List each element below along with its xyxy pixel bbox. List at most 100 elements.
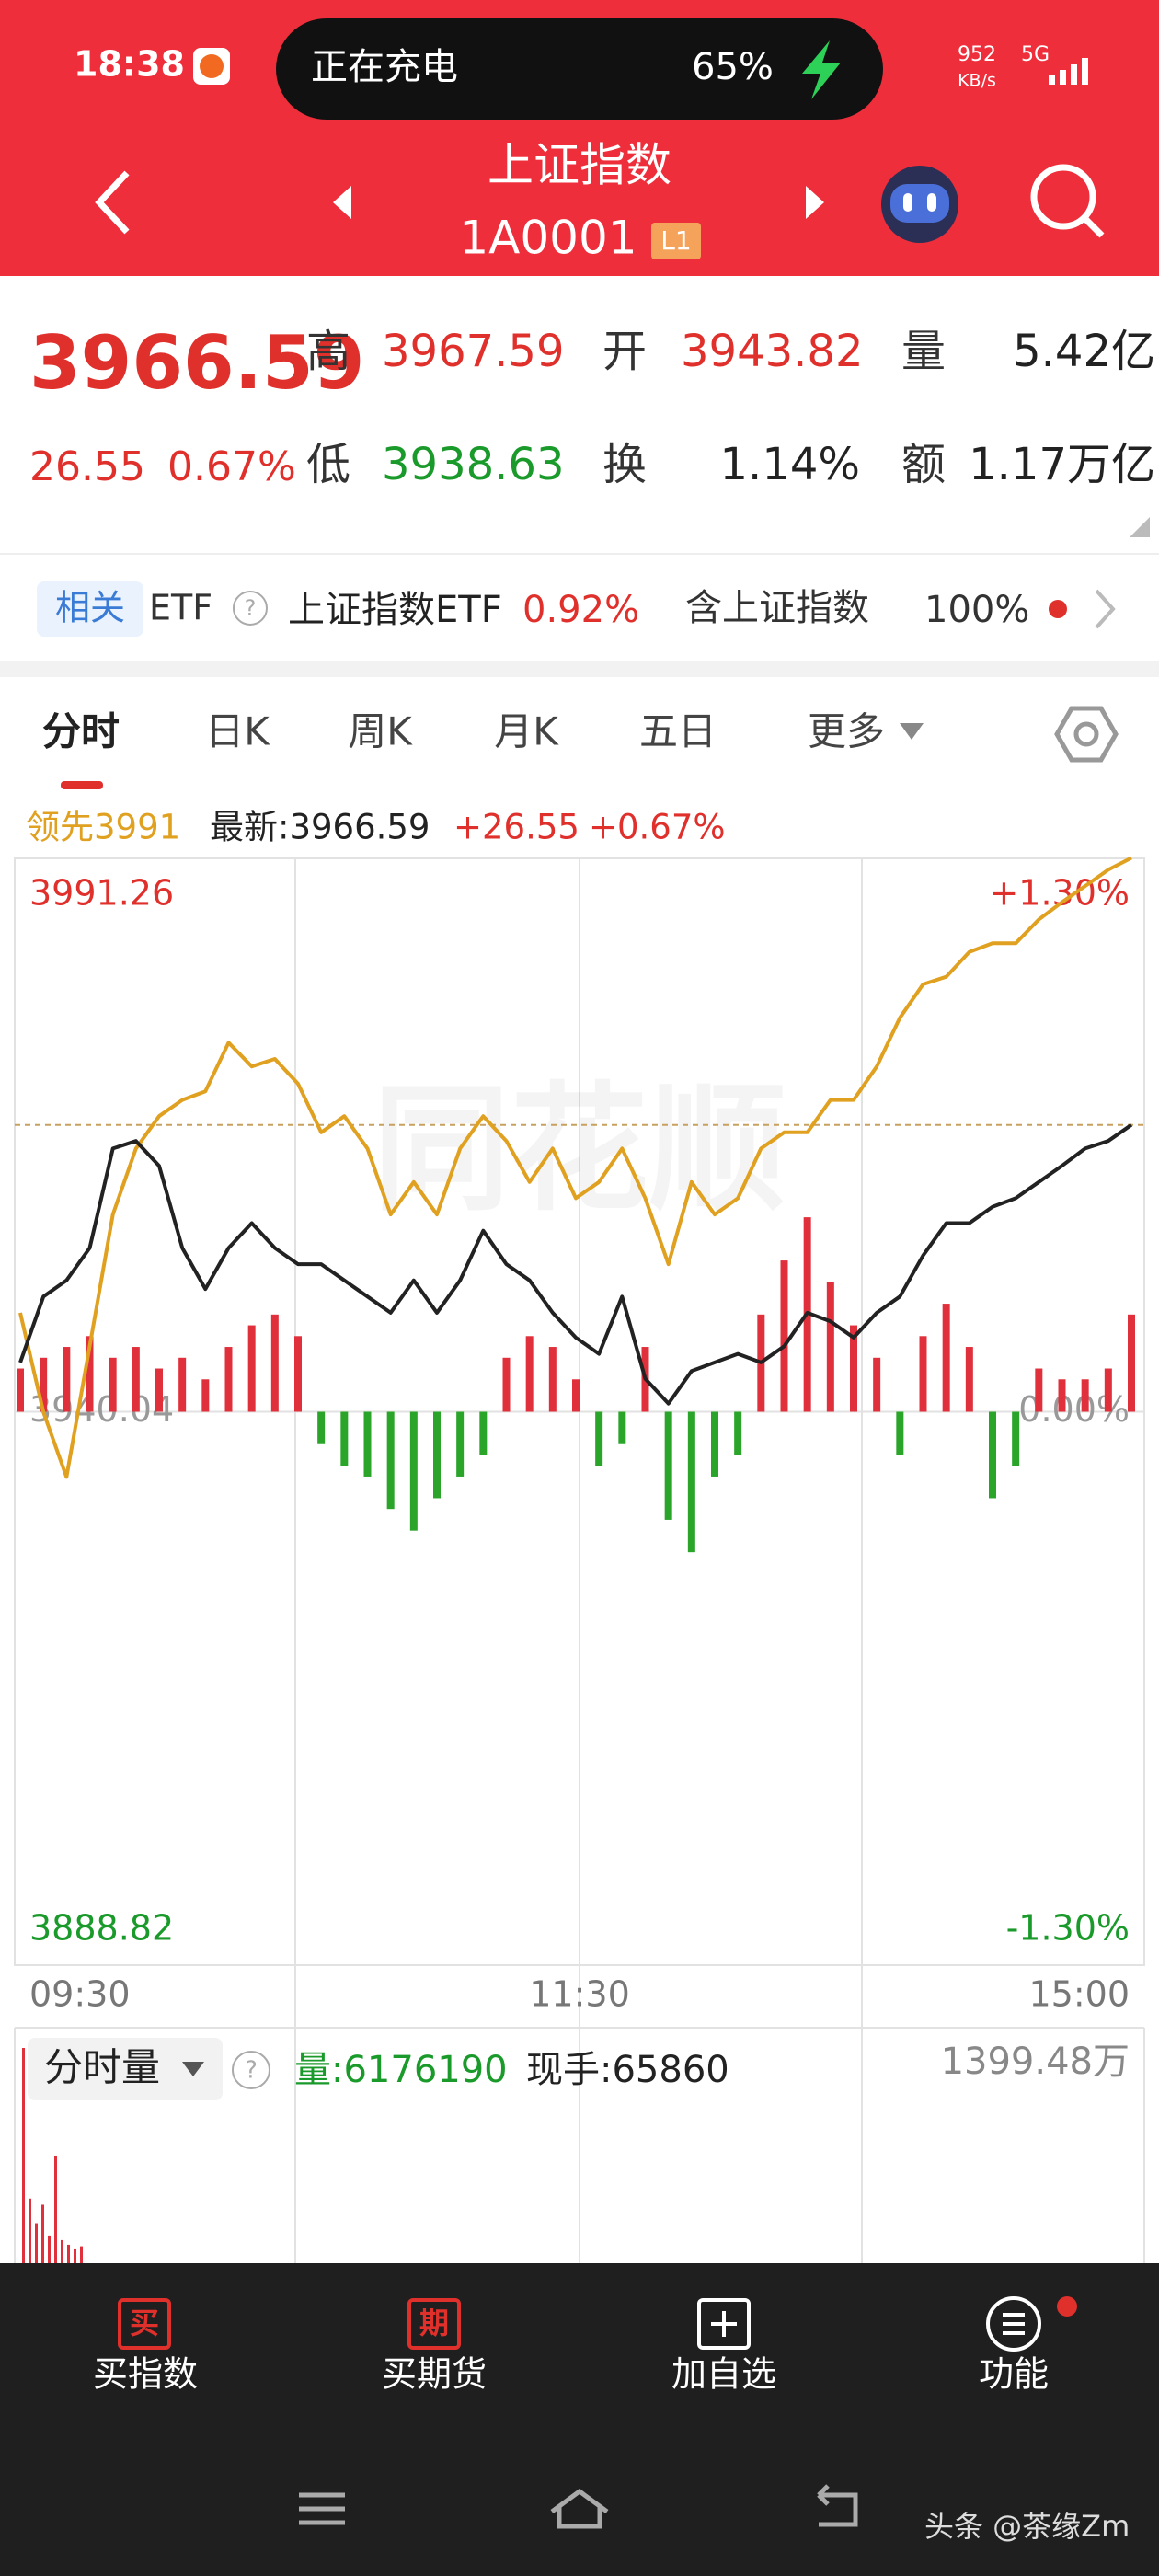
price-change: 26.55 [29,443,145,490]
nav-label[interactable]: 买期货 [382,2354,487,2395]
level-text: L1 [660,225,691,256]
change-bar [17,1368,24,1412]
field-label: 额 [901,439,946,490]
change-bar [502,1357,511,1412]
lead-label: 领先3991 [26,808,180,847]
change-bar [1104,1368,1112,1412]
change-bar [109,1357,117,1412]
volume-bar [48,2235,51,2263]
volume-bar [35,2223,38,2263]
change-bar [1058,1379,1066,1412]
x-tick-label: 09:30 [29,1974,131,2015]
field-label: 低 [306,439,350,490]
change-bar [270,1314,279,1412]
last-price: 3966.59 [29,320,364,406]
tab[interactable]: 周K [348,709,413,754]
change-bar [734,1411,742,1455]
back-button[interactable] [95,170,130,235]
change-bar [618,1411,626,1444]
help-mark: ? [245,595,257,621]
weight-label: 含上证指数 [685,587,869,629]
tab[interactable]: 更多 [808,709,885,754]
tab[interactable]: 分时 [42,709,120,754]
etf-name[interactable]: 上证指数ETF [288,589,502,631]
next-stock[interactable] [806,186,824,219]
change-bar [155,1368,163,1412]
change-bar [132,1347,140,1412]
volume-bar [29,2198,31,2263]
change-bar [317,1411,326,1444]
y-tick-label: 3940.04 [29,1389,174,1430]
prev-stock[interactable] [333,186,351,219]
level-badge [651,223,701,259]
tab[interactable]: 月K [494,709,559,754]
change-bar [294,1336,302,1412]
volume-total: 量:6176190 [294,2049,508,2091]
volume-title[interactable]: 分时量 [44,2045,160,2090]
change-bar [178,1357,187,1412]
system-nav[interactable] [299,2484,858,2529]
field-value: 5.42亿 [1013,326,1155,377]
stock-code: 1A0001 [459,212,637,265]
field-value: 3938.63 [382,439,565,490]
field-label: 高 [306,326,350,377]
change-bar [572,1379,580,1412]
change-bar [1128,1314,1135,1412]
price-change-pct: 0.67% [167,443,296,490]
search-button[interactable] [1030,164,1105,238]
help-icon[interactable] [233,591,268,626]
plot: 3888.823940.043991.26-1.30%0.00%+1.30%09… [15,856,1144,2263]
change-bar [942,1304,950,1412]
watermark: 头条 @茶缘Zm [924,2509,1130,2544]
assistant-icon[interactable] [881,166,958,243]
change-bar [989,1411,996,1499]
change-bar [433,1411,441,1499]
change-bar [525,1336,534,1412]
change-bar [63,1347,71,1412]
tab-indicator [61,781,103,789]
more-arrow[interactable] [1095,589,1116,629]
dropdown-arrow [182,2062,204,2076]
field-label: 换 [602,439,647,490]
tab[interactable]: 日K [205,709,270,754]
change-bar [850,1325,857,1412]
change-bar [1012,1411,1020,1466]
change-bar [247,1325,256,1412]
volume-bar [74,2248,76,2263]
change-bar [896,1411,904,1455]
change-bar [40,1357,48,1412]
latest-label: 最新:3966.59 [210,808,430,847]
nav-icon-box [118,2298,171,2350]
nav-icon-box [407,2298,461,2350]
price-line [18,1123,1133,1406]
nav-label[interactable]: 买指数 [93,2354,198,2395]
change-bar [340,1411,349,1466]
volume-bar [54,2155,57,2263]
change-bar [479,1411,488,1455]
stock-name: 上证指数 [488,139,671,192]
help-icon[interactable] [232,2051,270,2089]
settings-icon[interactable] [1054,706,1119,763]
signal-bars [1049,58,1088,85]
field-label: 量 [901,326,946,377]
field-value: 3943.82 [681,326,864,377]
change-bar [409,1411,418,1531]
change-bar [548,1347,557,1412]
nav-label[interactable]: 加自选 [671,2354,776,2395]
time-grid [14,858,1145,2263]
expand-corner[interactable] [1130,517,1150,537]
related-tag-bg [37,581,143,637]
status-time: 18:38 [74,44,185,85]
nav-icon: 期 [419,2306,449,2340]
nav-label[interactable]: 功能 [979,2354,1049,2395]
tab[interactable]: 五日 [639,709,717,754]
change-bar [965,1347,973,1412]
network-type: 5G [1021,43,1050,66]
change-label: +26.55 [453,808,580,847]
volume-title-bg [28,2038,223,2100]
y-tick-label: 3888.82 [29,1908,174,1949]
field-label: 开 [602,326,647,377]
change-bar [224,1347,233,1412]
net-speed-unit: KB/s [958,71,996,91]
